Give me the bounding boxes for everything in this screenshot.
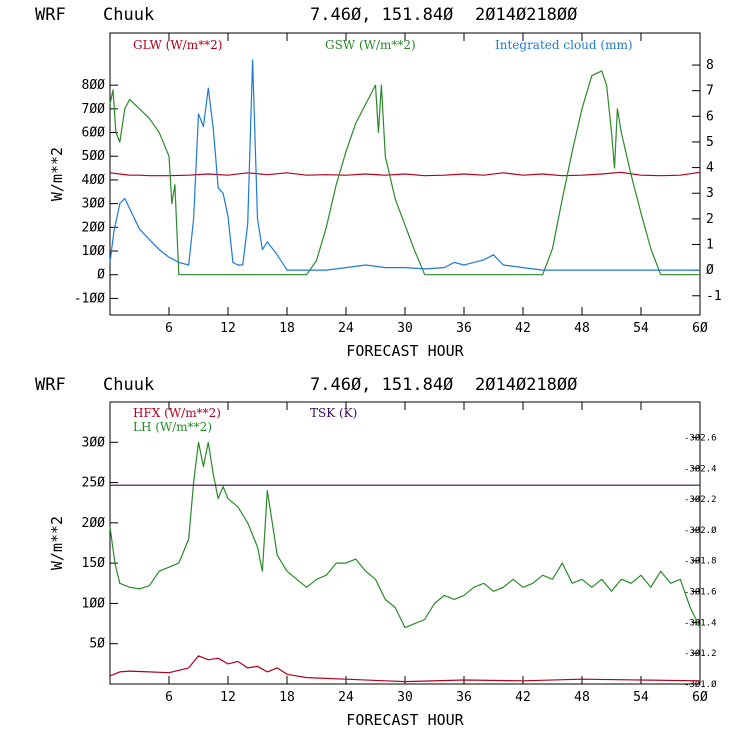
bottom-xtick-label: 30 <box>397 690 413 705</box>
top-ytick-label: Ø <box>97 268 105 283</box>
bottom-ytick-label: 3ØØ <box>82 435 106 450</box>
bottom-series-group <box>109 441 701 683</box>
bottom-xtick-label: 48 <box>574 690 590 705</box>
top-series-glw-line <box>109 171 701 177</box>
bottom-xtick-label: 6 <box>165 690 173 705</box>
bottom-ytick-label: 2ØØ <box>82 516 106 531</box>
top-header-coords: 7.46Ø, 151.84Ø <box>310 5 453 25</box>
top-axis-ticks: 6 12 18 24 30 36 42 48 54 6Ø8ØØ7ØØ6ØØ5ØØ4ØØ3ØØ2ØØ… <box>74 33 722 336</box>
top-ytick-label: 4ØØ <box>82 173 106 188</box>
top-y2tick-label: Ø <box>706 263 714 278</box>
top-xtick-label: 18 <box>279 321 295 336</box>
bottom-xtick-label: 42 <box>515 690 531 705</box>
bottom-y2tick-label: -3Ø1.Ø <box>684 679 717 690</box>
top-xtick-label: 6 <box>165 321 173 336</box>
top-y2tick-label: -1 <box>706 289 722 304</box>
bottom-y2tick-label: -3Ø1.8 <box>684 556 717 567</box>
top-ylabel: W/m**2 <box>48 147 66 201</box>
top-ytick-label: 8ØØ <box>82 78 106 93</box>
top-series-integrated-line <box>109 59 700 271</box>
top-y2tick-label: 3 <box>706 186 714 201</box>
top-ytick-label: 1ØØ <box>82 244 106 259</box>
bottom-legend-lh: LH (W/m**2) <box>133 420 212 434</box>
bottom-ytick-label: 1ØØ <box>82 596 106 611</box>
bottom-ytick-label: 5Ø <box>89 637 105 652</box>
top-legend-cloud: Integrated cloud (mm) <box>495 38 633 52</box>
top-xtick-label: 6Ø <box>692 321 708 336</box>
bottom-y2tick-label: -3Ø2.Ø <box>684 525 717 536</box>
bottom-axis-ticks: 6 12 18 24 30 36 42 48 54 6Ø 3ØØ 25Ø 2ØØ 15Ø 1ØØ 5Ø -3Ø2… <box>82 402 717 705</box>
top-header-station: Chuuk <box>103 5 154 25</box>
top-y2tick-label: 5 <box>706 135 714 150</box>
bottom-legend-hfx: HFX (W/m**2) <box>133 406 221 420</box>
top-ytick-label: 6ØØ <box>82 126 106 141</box>
top-legend-gsw: GSW (W/m**2) <box>325 38 416 52</box>
bottom-ytick-label: 25Ø <box>82 476 106 491</box>
top-ytick-label: 2ØØ <box>82 220 106 235</box>
top-series-group <box>109 59 701 276</box>
bottom-header-date: 2Ø14Ø218ØØ <box>475 375 577 395</box>
top-xtick-label: 54 <box>633 321 649 336</box>
top-header-date: 2Ø14Ø218ØØ <box>475 5 577 25</box>
bottom-xtick-label: 36 <box>456 690 472 705</box>
bottom-series-hfx-line <box>109 655 701 683</box>
bottom-y2tick-label: -3Ø1.4 <box>684 617 717 628</box>
bottom-ytick-label: 15Ø <box>82 556 106 571</box>
top-xtick-label: 24 <box>338 321 354 336</box>
top-y2tick-label: 7 <box>706 84 714 99</box>
bottom-header-coords: 7.46Ø, 151.84Ø <box>310 375 453 395</box>
bottom-chart: WRF Chuuk 7.46Ø, 151.84Ø 2Ø14Ø218ØØ 6 12 1… <box>35 375 717 729</box>
top-legend-glw: GLW (W/m**2) <box>133 38 222 52</box>
top-y2tick-label: 8 <box>706 58 714 73</box>
top-ytick-label: 7ØØ <box>82 102 106 117</box>
top-series-gsw-line <box>109 70 700 276</box>
top-y2tick-label: 6 <box>706 109 714 124</box>
bottom-series-lh-line <box>109 441 701 629</box>
top-ytick-label: -1ØØ <box>74 291 105 306</box>
top-y2tick-label: 2 <box>706 212 714 227</box>
bottom-header-station: Chuuk <box>103 375 154 395</box>
bottom-xtick-label: 18 <box>279 690 295 705</box>
bottom-y2tick-label: -3Ø2.6 <box>684 432 717 443</box>
top-xtick-label: 48 <box>574 321 590 336</box>
bottom-ylabel: W/m**2 <box>48 516 66 570</box>
bottom-xtick-label: 24 <box>338 690 354 705</box>
top-xtick-label: 42 <box>515 321 531 336</box>
bottom-y2tick-label: -3Ø1.2 <box>684 648 717 659</box>
bottom-xtick-label: 54 <box>633 690 649 705</box>
bottom-y2tick-label: -3Ø1.6 <box>684 587 717 598</box>
bottom-xtick-label: 6Ø <box>692 690 708 705</box>
top-y2tick-label: 1 <box>706 238 714 253</box>
bottom-header-model: WRF <box>35 375 66 395</box>
bottom-y2tick-label: -3Ø2.2 <box>684 494 717 505</box>
top-xtick-label: 30 <box>397 321 413 336</box>
bottom-legend-tsk: TSK (K) <box>310 406 357 420</box>
bottom-xtick-label: 12 <box>220 690 236 705</box>
top-chart: WRF Chuuk 7.46Ø, 151.84Ø 2Ø14Ø218ØØ 6 12 1… <box>35 5 722 360</box>
top-xlabel: FORECAST HOUR <box>346 342 464 360</box>
top-xtick-label: 12 <box>220 321 236 336</box>
bottom-y2tick-label: -3Ø2.4 <box>684 463 717 474</box>
top-header-model: WRF <box>35 5 66 25</box>
bottom-xlabel: FORECAST HOUR <box>346 711 464 729</box>
top-y2tick-label: 4 <box>706 161 714 176</box>
top-ytick-label: 5ØØ <box>82 149 106 164</box>
top-ytick-label: 3ØØ <box>82 197 106 212</box>
top-xtick-label: 36 <box>456 321 472 336</box>
